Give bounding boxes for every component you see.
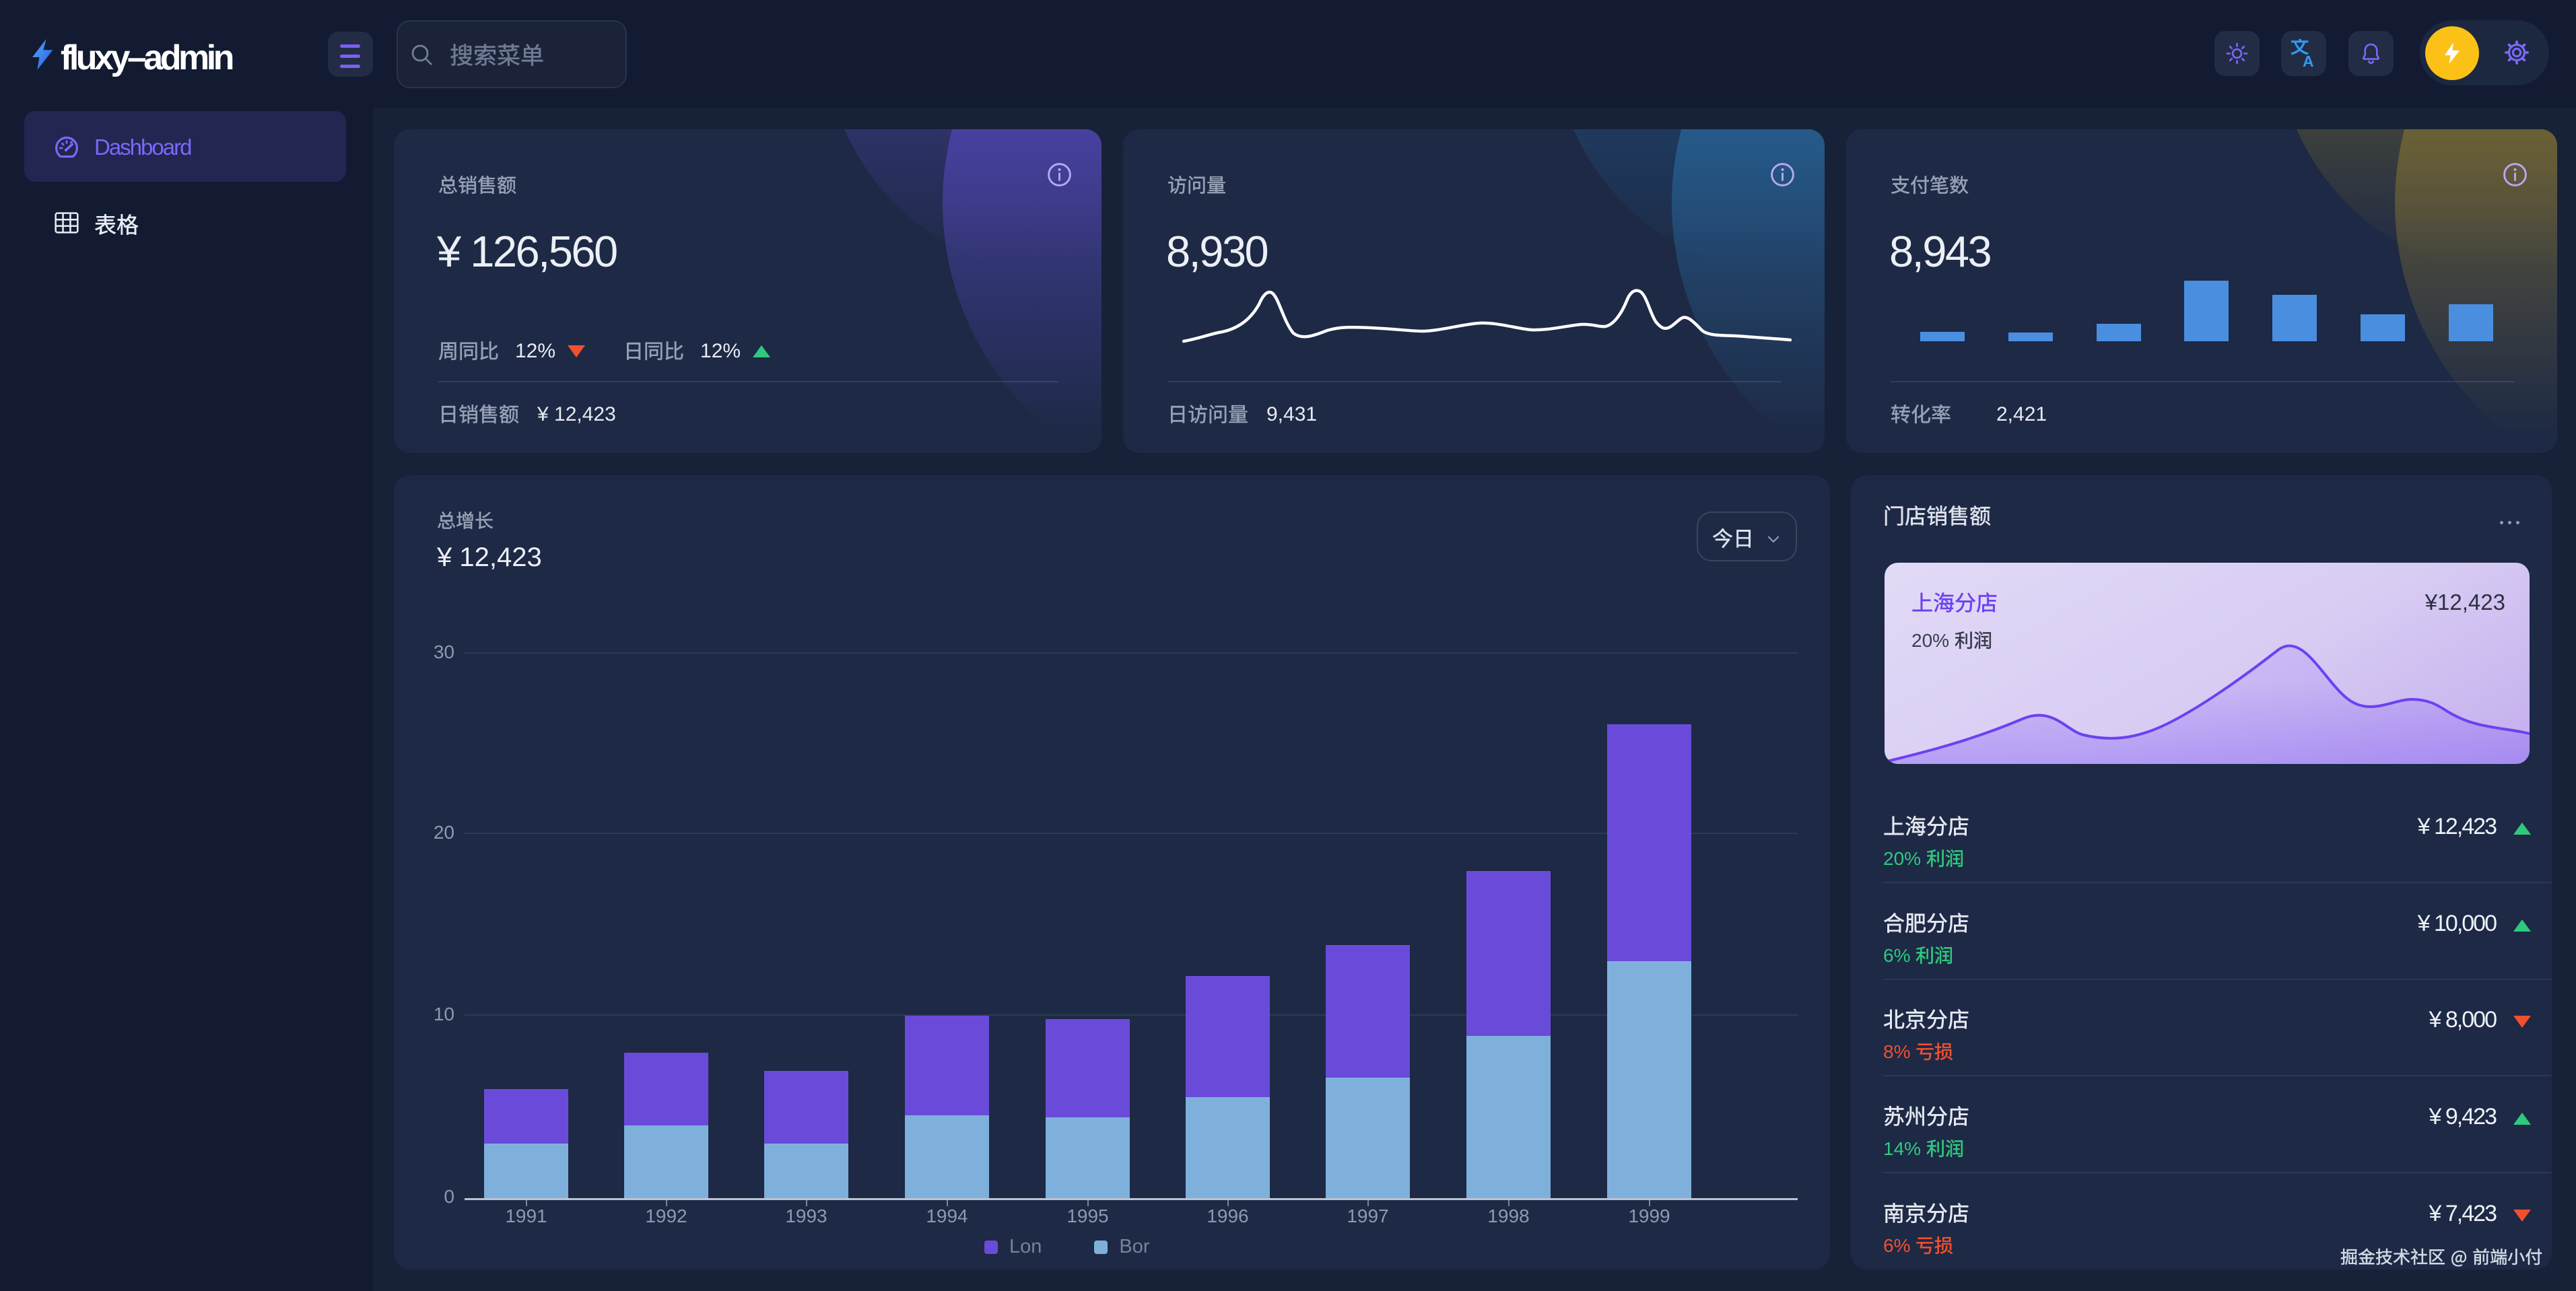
svg-text:A: A xyxy=(2303,53,2314,67)
